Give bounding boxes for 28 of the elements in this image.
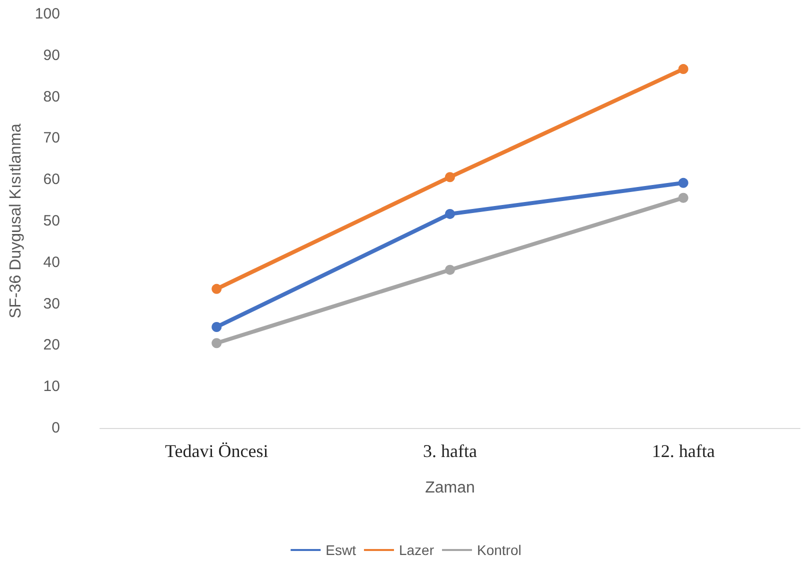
y-tick-label: 80 (43, 88, 60, 106)
x-axis-title: Zaman (425, 480, 475, 496)
y-tick-label: 0 (52, 420, 60, 436)
point (444, 172, 455, 182)
point (212, 322, 222, 332)
point (678, 178, 688, 188)
x-tick-label: 3. hafta (422, 441, 477, 461)
point (212, 338, 222, 348)
y-axis-title: SF-36 Duygusal Kısıtlanma (8, 124, 24, 318)
y-tick-label: 10 (43, 378, 60, 396)
point (212, 284, 222, 294)
y-tick-label: 90 (43, 46, 60, 64)
point (678, 64, 688, 74)
point (444, 208, 455, 219)
y-tick-label: 100 (34, 6, 60, 22)
y-tick-label: 60 (43, 171, 60, 188)
x-tick-label: Tedavi Öncesi (165, 441, 268, 461)
y-tick-label: 40 (43, 254, 60, 271)
legend-label: Eswt (326, 542, 356, 558)
y-tick-label: 70 (43, 130, 60, 147)
legend-label: Kontrol (477, 542, 522, 558)
point (678, 192, 688, 203)
point (444, 264, 455, 275)
y-tick-label: 30 (43, 295, 60, 312)
legend-label: Lazer (398, 542, 434, 558)
y-tick-label: 20 (43, 336, 60, 354)
x-tick-label: 12. hafta (652, 441, 715, 461)
y-tick-label: 50 (43, 212, 60, 230)
